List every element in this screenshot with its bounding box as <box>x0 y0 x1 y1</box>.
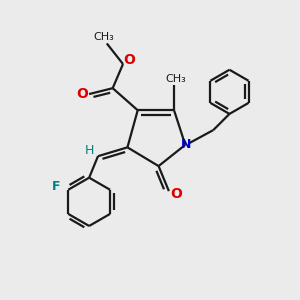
Text: H: H <box>85 144 94 157</box>
Text: CH₃: CH₃ <box>94 32 114 42</box>
Text: O: O <box>124 52 135 67</box>
Text: CH₃: CH₃ <box>165 74 186 84</box>
Text: O: O <box>170 187 182 201</box>
Text: N: N <box>181 138 191 151</box>
Text: F: F <box>52 180 60 193</box>
Text: O: O <box>76 87 88 101</box>
